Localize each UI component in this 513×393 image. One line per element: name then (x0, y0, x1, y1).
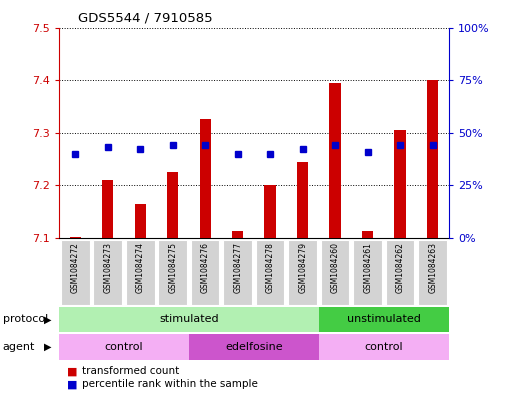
Bar (288, 240, 317, 305)
Bar (93, 240, 122, 305)
Bar (265, 185, 276, 238)
Text: GSM1084262: GSM1084262 (396, 242, 405, 293)
Bar (70, 237, 81, 238)
Text: transformed count: transformed count (82, 366, 180, 376)
Bar (167, 172, 179, 238)
Text: ■: ■ (67, 366, 77, 376)
Bar (319, 334, 449, 360)
Bar (427, 80, 438, 238)
Bar (329, 83, 341, 238)
Bar (362, 231, 373, 238)
Text: GSM1084275: GSM1084275 (168, 242, 177, 293)
Text: GSM1084263: GSM1084263 (428, 242, 437, 293)
Text: GSM1084274: GSM1084274 (136, 242, 145, 293)
Bar (256, 240, 285, 305)
Text: unstimulated: unstimulated (347, 314, 421, 324)
Bar (61, 240, 90, 305)
Bar (319, 307, 449, 332)
Text: GSM1084279: GSM1084279 (298, 242, 307, 293)
Bar (394, 130, 406, 238)
Bar (102, 180, 113, 238)
Text: GSM1084261: GSM1084261 (363, 242, 372, 293)
Text: agent: agent (3, 342, 35, 352)
Bar (126, 240, 154, 305)
Text: protocol: protocol (3, 314, 48, 324)
Bar (200, 119, 211, 238)
Bar (232, 231, 243, 238)
Text: GSM1084277: GSM1084277 (233, 242, 242, 293)
Text: stimulated: stimulated (159, 314, 219, 324)
Bar (223, 240, 252, 305)
Text: control: control (365, 342, 403, 352)
Bar (134, 204, 146, 238)
Text: control: control (105, 342, 143, 352)
Text: ■: ■ (67, 379, 77, 389)
Bar (321, 240, 349, 305)
Bar (353, 240, 382, 305)
Text: edelfosine: edelfosine (225, 342, 283, 352)
Bar (386, 240, 415, 305)
Text: GSM1084260: GSM1084260 (331, 242, 340, 293)
Bar (159, 240, 187, 305)
Text: GDS5544 / 7910585: GDS5544 / 7910585 (78, 12, 213, 25)
Bar (418, 240, 447, 305)
Bar (191, 240, 220, 305)
Bar (189, 334, 319, 360)
Text: ▶: ▶ (44, 342, 51, 352)
Bar (59, 307, 319, 332)
Bar (297, 162, 308, 238)
Text: ▶: ▶ (44, 314, 51, 324)
Text: percentile rank within the sample: percentile rank within the sample (82, 379, 258, 389)
Text: GSM1084272: GSM1084272 (71, 242, 80, 293)
Bar (59, 334, 189, 360)
Text: GSM1084278: GSM1084278 (266, 242, 274, 293)
Text: GSM1084276: GSM1084276 (201, 242, 210, 293)
Text: GSM1084273: GSM1084273 (103, 242, 112, 293)
